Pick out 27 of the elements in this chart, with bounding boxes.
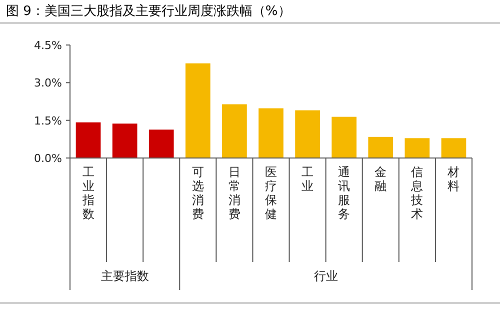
bar: [332, 116, 357, 158]
bar: [404, 138, 430, 158]
text: 行业: [314, 269, 338, 283]
bar: [295, 110, 320, 158]
bar: [112, 124, 138, 158]
bar: [76, 122, 101, 158]
bar: [441, 138, 466, 158]
bar: [185, 63, 210, 158]
x-tick-label: 通讯服务: [338, 165, 350, 221]
x-tick-label: 日常消费: [228, 165, 240, 221]
x-tick-label: 工业: [302, 165, 314, 193]
y-tick-label: 1.5%: [34, 114, 62, 128]
bar: [222, 104, 247, 158]
bar: [148, 130, 174, 158]
x-tick-label: 信息技术: [410, 165, 424, 221]
x-tick-label: 工业指数: [81, 165, 94, 221]
x-tick-label: 金融: [374, 165, 387, 193]
chart-title: 图 9：美国三大股指及主要行业周度涨跌幅（%）: [6, 3, 291, 19]
bar: [258, 108, 284, 158]
text: 主要指数: [100, 269, 149, 283]
x-tick-label: 材料: [446, 165, 460, 193]
bar: [368, 136, 394, 158]
x-tick-label: 可选消费: [192, 165, 204, 221]
x-tick-label: 医疗保健: [265, 165, 277, 221]
y-tick-label: 4.5%: [34, 39, 62, 52]
y-tick-label: 3.0%: [34, 76, 62, 90]
y-tick-label: 0.0%: [34, 152, 62, 165]
